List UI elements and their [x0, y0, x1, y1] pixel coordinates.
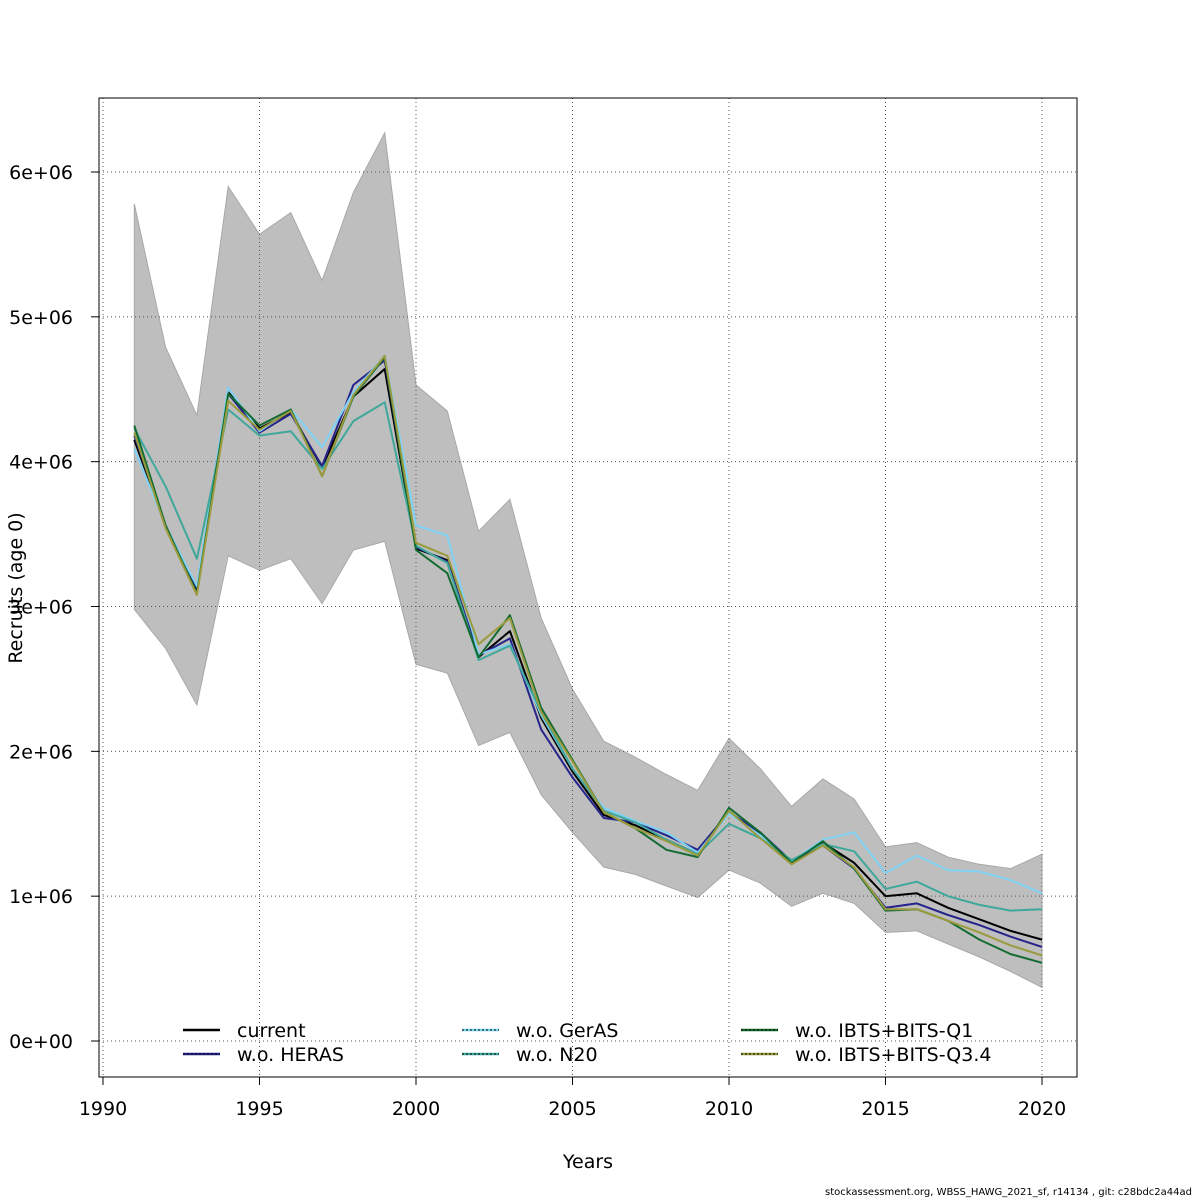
y-tick-label: 6e+06 — [9, 162, 73, 184]
x-tick-label: 1990 — [79, 1098, 127, 1120]
x-axis-title: Years — [562, 1151, 613, 1173]
confidence-band-layer — [133, 131, 1043, 989]
series-line-3 — [133, 401, 1043, 912]
series-line-current-dash — [133, 367, 1043, 941]
series-line-5 — [133, 354, 1043, 957]
x-tick-label: 2000 — [392, 1098, 440, 1120]
legend-label: current — [237, 1020, 306, 1042]
x-tick-label: 2015 — [861, 1098, 909, 1120]
legend-label: w.o. HERAS — [237, 1044, 344, 1066]
legend-label: w.o. GerAS — [516, 1020, 619, 1042]
series-layer — [133, 354, 1043, 964]
y-tick-label: 0e+00 — [9, 1031, 73, 1053]
y-tick-label: 2e+06 — [9, 741, 73, 763]
y-tick-label: 3e+06 — [9, 597, 73, 619]
y-tick-label: 1e+06 — [9, 886, 73, 908]
confidence-band — [133, 131, 1043, 989]
y-tick-label: 4e+06 — [9, 452, 73, 474]
legend-label: w.o. N20 — [516, 1044, 598, 1066]
x-tick-label: 2020 — [1018, 1098, 1066, 1120]
series-line-1 — [133, 359, 1043, 948]
grid-layer — [99, 98, 1077, 1077]
y-axis-title: Recruits (age 0) — [5, 512, 27, 663]
axis-layer: 1990 1995 2000 2005 2010 2015 2020 0e+00 1e+06 2e… — [9, 162, 1066, 1120]
legend-label: w.o. IBTS+BITS-Q3.4 — [795, 1044, 991, 1066]
x-tick-label: 2005 — [548, 1098, 596, 1120]
x-tick-label: 2010 — [705, 1098, 753, 1120]
x-tick-label: 1995 — [235, 1098, 283, 1120]
y-tick-label: 5e+06 — [9, 307, 73, 329]
footer-source: stockassessment.org, WBSS_HAWG_2021_sf, … — [825, 1187, 1192, 1198]
legend-label: w.o. IBTS+BITS-Q1 — [795, 1020, 973, 1042]
